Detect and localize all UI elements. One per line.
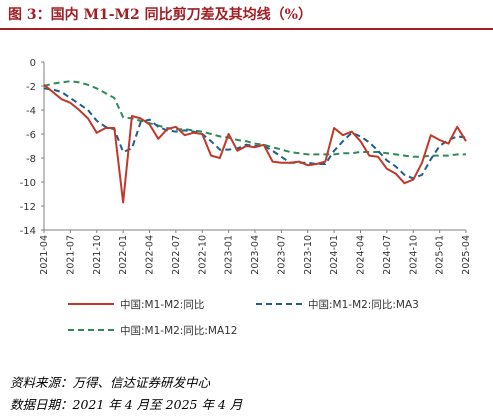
x-tick-label: 2021-04 [39, 235, 50, 275]
x-tick-label: 2021-10 [92, 235, 103, 275]
x-tick-label: 2022-04 [145, 235, 156, 275]
legend-item: 中国:M1-M2:同比 [68, 298, 204, 311]
y-tick-label: -14 [20, 226, 36, 237]
y-tick-label: -8 [26, 154, 36, 165]
y-tick-label: -10 [20, 178, 36, 189]
x-tick-label: 2024-01 [329, 235, 340, 275]
chart-title: 图 3：国内 M1-M2 同比剪刀差及其均线（%） [8, 7, 312, 23]
date-range-note: 数据日期：2021 年 4 月至 2025 年 4 月 [10, 397, 243, 412]
y-tick-label: 0 [30, 58, 36, 69]
x-tick-label: 2022-07 [171, 235, 182, 275]
x-tick-label: 2023-04 [250, 235, 261, 275]
y-tick-label: -2 [26, 82, 36, 93]
legend-item: 中国:M1-M2:同比:MA3 [256, 298, 419, 311]
legend-label: 中国:M1-M2:同比:MA3 [308, 298, 419, 311]
x-tick-label: 2023-07 [276, 235, 287, 275]
x-tick-label: 2024-07 [382, 235, 393, 275]
x-tick-label: 2022-10 [197, 235, 208, 275]
x-tick-label: 2021-07 [65, 235, 76, 275]
series-line-ma3 [43, 87, 467, 180]
series-line-m1-m2 [43, 84, 467, 204]
series-line-ma12 [43, 80, 466, 158]
title-divider [0, 28, 493, 30]
x-tick-label: 2023-10 [303, 235, 314, 275]
y-tick-label: -4 [26, 106, 36, 117]
y-tick-label: -12 [20, 202, 36, 213]
legend-label: 中国:M1-M2:同比:MA12 [120, 324, 237, 337]
legend-item: 中国:M1-M2:同比:MA12 [68, 324, 237, 337]
y-tick-label: -6 [26, 130, 36, 141]
legend-label: 中国:M1-M2:同比 [120, 298, 204, 311]
x-tick-label: 2023-01 [224, 235, 235, 275]
x-tick-label: 2022-01 [118, 235, 129, 275]
x-tick-label: 2024-10 [408, 235, 419, 275]
x-tick-label: 2025-04 [461, 235, 472, 275]
x-tick-label: 2024-04 [356, 235, 367, 275]
x-tick-label: 2025-01 [435, 235, 446, 275]
source-note: 资料来源：万得、信达证券研发中心 [10, 375, 211, 390]
